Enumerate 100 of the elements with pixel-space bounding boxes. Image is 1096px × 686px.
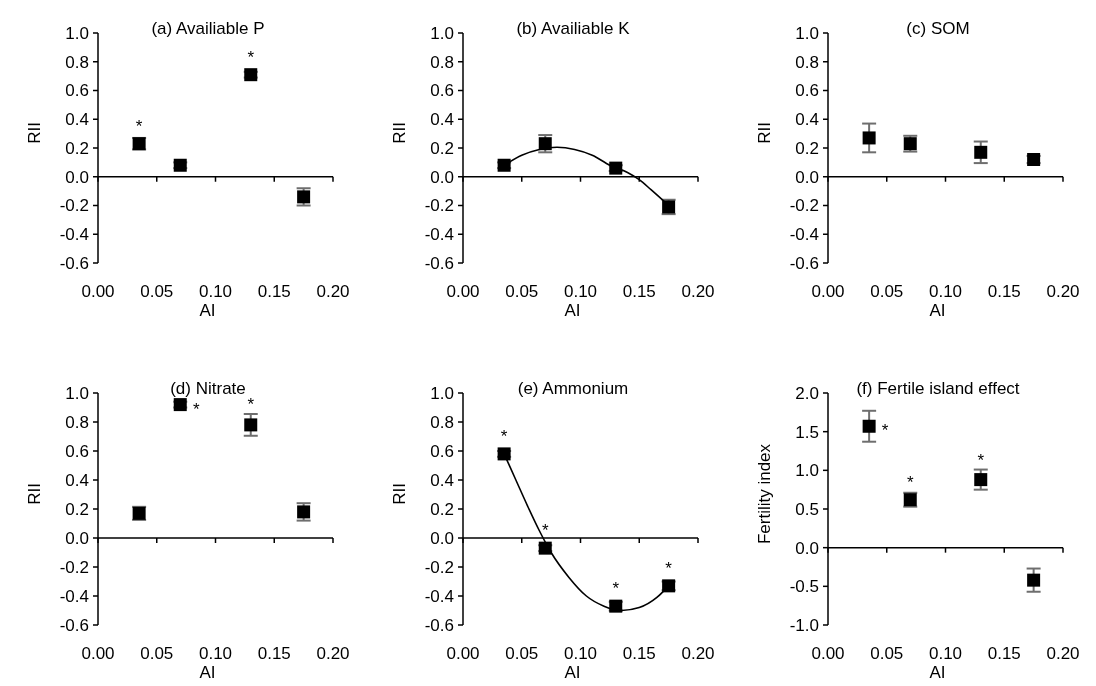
x-tick-label: 0.05	[505, 644, 539, 663]
x-tick-label: 0.20	[1046, 644, 1080, 663]
y-tick-label: 0.6	[430, 441, 454, 461]
chart-title: (d) Nitrate	[170, 379, 246, 398]
annotation: *	[192, 399, 200, 419]
y-axis-title: RII	[390, 483, 409, 505]
y-tick-label: 1.0	[65, 383, 89, 403]
y-tick-label: 0.8	[430, 412, 454, 432]
y-tick-label: -0.4	[424, 225, 454, 245]
x-tick-label: 0.05	[505, 282, 539, 301]
y-tick-label: 0.2	[430, 499, 454, 519]
y-tick-label: 0.4	[65, 470, 89, 490]
y-tick-label: -0.6	[424, 615, 454, 635]
annotation: *	[541, 521, 549, 541]
y-tick-label: -0.6	[424, 253, 454, 273]
y-tick-label: 0.0	[430, 528, 454, 548]
x-tick-label: 0.05	[870, 644, 904, 663]
y-tick-label: 2.0	[795, 383, 819, 403]
annotation: *	[247, 47, 255, 67]
y-tick-label: 0.4	[430, 470, 454, 490]
chart-title: (c) SOM	[906, 19, 970, 38]
y-tick-label: 1.0	[795, 461, 819, 481]
annotation: *	[665, 558, 673, 578]
annotation: *	[135, 116, 143, 136]
x-axis-title: AI	[199, 663, 216, 682]
x-tick-label: 0.10	[928, 644, 963, 663]
x-tick-label: 0.00	[811, 644, 845, 663]
y-axis-title: Fertility index	[755, 443, 774, 545]
y-tick-label: 0.0	[65, 167, 89, 187]
y-tick-label: -0.4	[59, 225, 89, 245]
y-tick-label: 1.0	[430, 23, 454, 43]
y-tick-label: 1.0	[430, 383, 454, 403]
y-tick-label: -0.2	[424, 196, 454, 216]
y-tick-label: 0.4	[430, 110, 454, 130]
x-tick-label: 0.00	[81, 644, 115, 663]
y-tick-label: 0.8	[795, 52, 819, 72]
y-tick-label: 1.5	[795, 422, 819, 442]
y-tick-label: -0.2	[424, 557, 454, 577]
chart-title: (e) Ammonium	[517, 379, 629, 398]
y-tick-label: 0.0	[795, 167, 819, 187]
y-tick-label: -0.2	[59, 196, 89, 216]
annotation: *	[500, 426, 508, 446]
x-tick-label: 0.20	[681, 644, 715, 663]
y-tick-label: 0.0	[795, 538, 819, 558]
y-tick-label: -1.0	[789, 615, 819, 635]
x-axis-title: AI	[199, 301, 216, 320]
y-axis-title: RII	[25, 122, 44, 144]
y-tick-label: 0.2	[430, 138, 454, 158]
y-tick-label: -0.5	[789, 577, 819, 597]
y-tick-label: -0.2	[59, 557, 89, 577]
y-tick-label: 0.6	[430, 81, 454, 101]
x-tick-label: 0.20	[681, 282, 715, 301]
y-tick-label: 0.8	[430, 52, 454, 72]
y-tick-label: 0.6	[795, 81, 819, 101]
y-tick-label: 0.8	[65, 412, 89, 432]
y-tick-label: -0.4	[789, 225, 819, 245]
y-tick-label: 0.8	[65, 52, 89, 72]
x-tick-label: 0.10	[563, 644, 598, 663]
chart-title: (b) Availiable K	[516, 19, 631, 38]
y-tick-label: 0.2	[65, 499, 89, 519]
x-tick-label: 0.00	[811, 282, 845, 301]
x-tick-label: 0.15	[987, 644, 1021, 663]
x-tick-label: 0.15	[987, 282, 1021, 301]
y-tick-label: 0.6	[65, 81, 89, 101]
y-tick-label: 0.4	[795, 110, 819, 130]
x-tick-label: 0.10	[198, 644, 233, 663]
x-tick-label: 0.00	[81, 282, 115, 301]
y-tick-label: 0.0	[430, 167, 454, 187]
annotation: *	[247, 395, 255, 415]
y-tick-label: 0.5	[795, 499, 819, 519]
y-axis-title: RII	[755, 122, 774, 144]
annotation: *	[881, 421, 889, 441]
x-tick-label: 0.20	[316, 644, 350, 663]
x-tick-label: 0.05	[140, 644, 174, 663]
x-tick-label: 0.10	[928, 282, 963, 301]
x-tick-label: 0.15	[622, 282, 656, 301]
y-tick-label: 0.6	[65, 441, 89, 461]
y-tick-label: -0.6	[59, 615, 89, 635]
x-tick-label: 0.20	[1046, 282, 1080, 301]
x-tick-label: 0.00	[446, 282, 480, 301]
y-tick-label: -0.4	[424, 586, 454, 606]
chart-title: (a) Availiable P	[151, 19, 265, 38]
y-tick-label: -0.4	[59, 586, 89, 606]
y-tick-label: 1.0	[795, 23, 819, 43]
y-tick-label: 1.0	[65, 23, 89, 43]
x-axis-title: AI	[929, 663, 946, 682]
x-tick-label: 0.05	[870, 282, 904, 301]
x-axis-title: AI	[929, 301, 946, 320]
y-tick-label: 0.2	[65, 138, 89, 158]
x-tick-label: 0.15	[257, 282, 291, 301]
y-tick-label: 0.4	[65, 110, 89, 130]
x-tick-label: 0.20	[316, 282, 350, 301]
y-axis-title: RII	[25, 483, 44, 505]
x-tick-label: 0.15	[622, 644, 656, 663]
x-tick-label: 0.10	[563, 282, 598, 301]
y-tick-label: 0.2	[795, 138, 819, 158]
x-tick-label: 0.00	[446, 644, 480, 663]
x-tick-label: 0.05	[140, 282, 174, 301]
x-tick-label: 0.10	[198, 282, 233, 301]
annotation: *	[906, 472, 914, 492]
